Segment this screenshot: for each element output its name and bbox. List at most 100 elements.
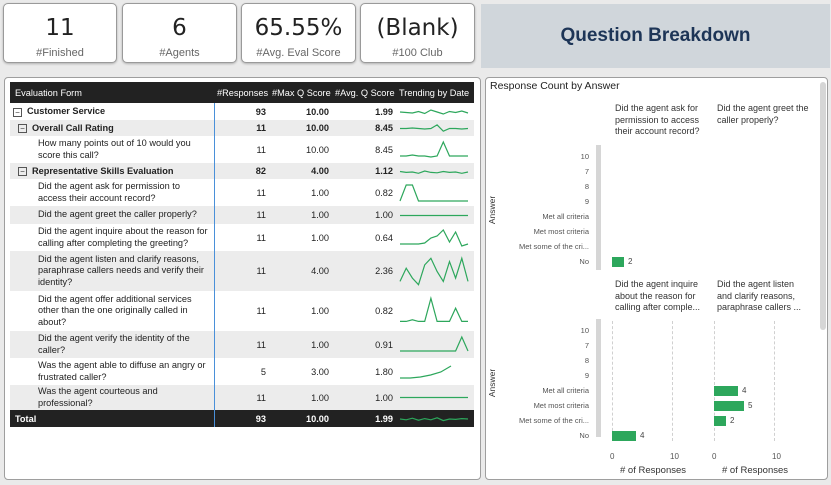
y-tick-label: Met all criteria [542, 386, 589, 395]
small-multiple-title: Did the agent inquire about the reason f… [615, 279, 701, 312]
cell-responses: 11 [256, 339, 266, 350]
column-header-evaluation-form[interactable]: Evaluation Form [15, 87, 82, 98]
cell-avg: 0.82 [375, 306, 393, 316]
y-tick-label: 10 [580, 326, 589, 335]
column-header-responses[interactable]: #Responses [217, 87, 269, 98]
kpi-label: #Agents [159, 47, 200, 59]
row-label-cell: Did the agent inquire about the reason f… [10, 224, 215, 251]
collapse-toggle-icon[interactable]: − [18, 167, 27, 177]
table-row[interactable]: Did the agent ask for permission to acce… [10, 179, 474, 206]
cell-max: 1.00 [311, 187, 329, 198]
trend-line [399, 183, 468, 202]
cell-trend [396, 163, 474, 179]
column-header-max-q-score[interactable]: #Max Q Score [272, 87, 331, 98]
cell-responses: 11 [256, 123, 266, 133]
table-row[interactable]: How many points out of 10 would you scor… [10, 136, 474, 163]
evaluation-matrix-panel: Evaluation Form #Responses #Max Q Score … [4, 77, 481, 480]
response-bar[interactable] [612, 257, 624, 267]
row-label: Did the agent verify the identity of the… [38, 333, 190, 355]
x-tick-label: 0 [712, 452, 717, 461]
row-label-cell: Did the agent listen and clarify reasons… [10, 251, 215, 291]
evaluation-matrix: Evaluation Form #Responses #Max Q Score … [10, 82, 475, 427]
row-label: Did the agent listen and clarify reasons… [38, 253, 204, 287]
y-tick-label: No [579, 431, 589, 440]
row-label-cell: Did the agent greet the caller properly? [10, 206, 215, 224]
table-row[interactable]: Was the agent able to diffuse an angry o… [10, 358, 474, 385]
x-axis-title: # of Responses [722, 465, 789, 476]
y-tick-label: 7 [584, 341, 589, 350]
cell-avg: 1.80 [375, 366, 393, 377]
response-bar[interactable] [714, 416, 726, 426]
kpi-value: 11 [45, 15, 75, 41]
table-row[interactable]: − Customer Service 93 10.00 1.99 [10, 103, 474, 120]
y-tick-label: 10 [580, 152, 589, 161]
trend-line [400, 123, 469, 132]
row-label: How many points out of 10 would you scor… [38, 138, 191, 160]
total-label: Total [10, 410, 215, 427]
response-bar[interactable] [612, 431, 636, 441]
table-row[interactable]: Did the agent listen and clarify reasons… [10, 251, 474, 291]
y-tick-label: Met most criteria [533, 401, 589, 410]
response-count-chart-panel [485, 77, 828, 480]
table-row[interactable]: Was the agent courteous and professional… [10, 385, 474, 410]
cell-avg: 1.12 [375, 166, 393, 176]
row-label: Customer Service [27, 106, 106, 117]
response-bar[interactable] [714, 386, 738, 396]
column-header-avg-q-score[interactable]: #Avg. Q Score [335, 87, 395, 98]
total-avg: 1.99 [375, 413, 393, 424]
trend-line [399, 108, 469, 115]
row-label: Overall Call Rating [32, 122, 114, 133]
trend-line [400, 295, 468, 322]
table-row[interactable]: Did the agent inquire about the reason f… [10, 224, 474, 251]
table-row[interactable]: Did the agent greet the caller properly?… [10, 206, 474, 224]
collapse-toggle-icon[interactable]: − [18, 124, 27, 134]
cell-responses: 11 [256, 392, 266, 403]
trend-sparkline [399, 416, 469, 421]
row-label-cell: − Customer Service [10, 103, 215, 120]
y-tick-label: 9 [584, 371, 589, 380]
collapse-toggle-icon[interactable]: − [13, 107, 22, 117]
cell-responses: 11 [256, 144, 266, 155]
cell-max: 1.00 [311, 306, 329, 316]
table-row[interactable]: Did the agent verify the identity of the… [10, 331, 474, 358]
row-label: Did the agent inquire about the reason f… [38, 226, 208, 248]
trend-line [399, 416, 469, 421]
cell-responses: 11 [256, 266, 266, 276]
cell-avg: 8.45 [375, 144, 393, 155]
cell-trend [396, 179, 474, 206]
cell-trend [396, 251, 474, 291]
cell-avg: 1.00 [375, 210, 393, 220]
kpi-avg-eval-score[interactable]: 65.55% #Avg. Eval Score [241, 3, 356, 63]
bar-data-label: 2 [730, 416, 735, 425]
x-gridline [774, 321, 775, 441]
y-tick-label: Met all criteria [542, 212, 589, 221]
row-label-cell: Was the agent courteous and professional… [10, 385, 215, 410]
kpi-finished[interactable]: 11 #Finished [3, 3, 117, 63]
cell-trend [396, 331, 474, 358]
kpi-agents[interactable]: 6 #Agents [122, 3, 237, 63]
cell-responses: 93 [255, 106, 266, 117]
y-axis-scrollbar[interactable] [596, 145, 601, 270]
y-axis-title: Answer [487, 368, 498, 398]
total-trend [396, 410, 474, 427]
table-row[interactable]: − Representative Skills Evaluation 82 4.00 1… [10, 163, 474, 179]
y-tick-label: Met some of the cri... [518, 242, 589, 251]
bar-data-label: 5 [748, 401, 753, 410]
chart-scrollbar[interactable] [820, 82, 826, 330]
table-row[interactable]: Did the agent offer additional services … [10, 291, 474, 331]
kpi-100-club[interactable]: (Blank) #100 Club [360, 3, 475, 63]
bar-data-label: 4 [742, 386, 747, 395]
trend-line [400, 335, 469, 352]
cell-avg: 1.99 [375, 106, 393, 117]
row-label: Was the agent courteous and professional… [38, 386, 158, 408]
response-bar[interactable] [714, 401, 744, 411]
cell-max: 10.00 [306, 144, 329, 155]
y-axis-scrollbar[interactable] [596, 319, 601, 437]
trend-sparkline [400, 214, 468, 216]
cell-responses: 11 [256, 210, 266, 220]
column-header-trending-by-date[interactable]: Trending by Date [399, 87, 470, 98]
kpi-label: #Finished [36, 47, 84, 59]
cell-avg: 8.45 [375, 123, 393, 133]
table-row[interactable]: − Overall Call Rating 11 10.00 8.45 [10, 120, 474, 136]
trend-line [400, 228, 469, 247]
